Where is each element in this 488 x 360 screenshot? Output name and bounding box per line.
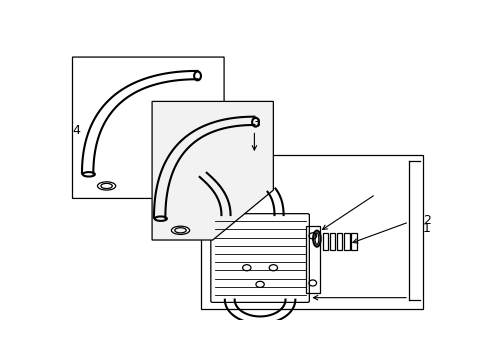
Bar [336, 233, 342, 250]
Bar [305, 226, 319, 293]
Polygon shape [152, 102, 273, 240]
Bar [344, 233, 349, 250]
Bar [351, 233, 356, 250]
Text: 4: 4 [72, 124, 80, 137]
Bar [201, 156, 422, 309]
Bar [329, 233, 334, 250]
Text: 1: 1 [422, 222, 430, 235]
Bar [322, 233, 327, 250]
Text: 2: 2 [422, 214, 430, 227]
Text: 3: 3 [252, 117, 260, 130]
